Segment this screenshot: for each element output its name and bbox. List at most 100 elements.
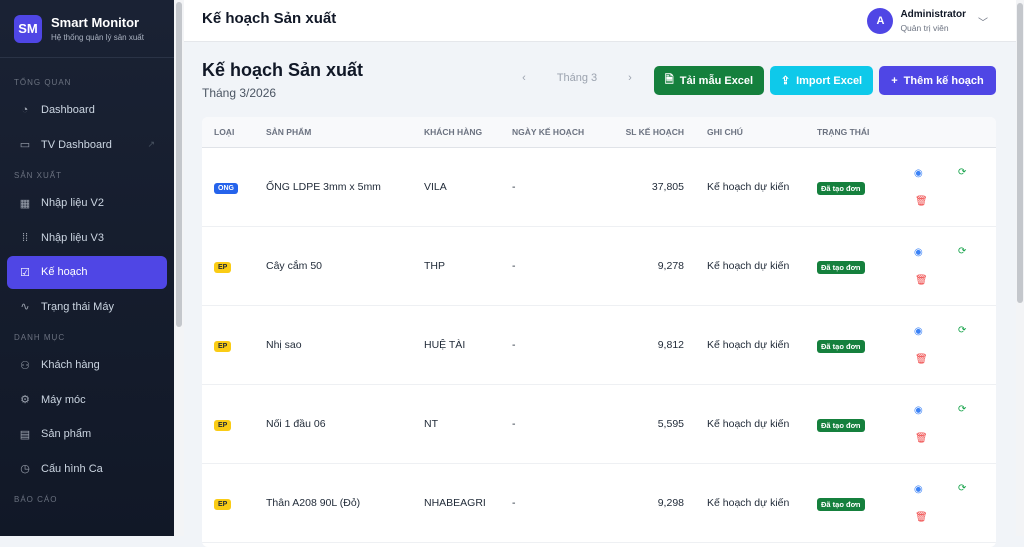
column-header: TRẠNG THÁI [817,127,870,137]
column-header: SẢN PHẨM [266,127,312,137]
monitor-icon: ▭ [19,139,31,151]
product-cell: Nối 1 đầu 06 [266,418,326,430]
status-badge: Đã tạo đơn [817,182,865,195]
month-label: Tháng 3 [556,72,598,84]
next-month-button[interactable]: › [628,72,632,84]
table-row: EP Thân A208 90L (Đỏ) NHABEAGRI - 9,298 … [202,464,996,543]
gear-icon: ⚙ [20,394,30,406]
refresh-icon[interactable]: ⟳ [958,404,967,415]
user-role: Quản trị viên [900,23,949,33]
sidebar-item-label: Sản phẩm [41,428,92,440]
column-header: SL KẾ HOẠCH [625,127,684,137]
customer-cell: VILA [424,181,447,193]
file-download-icon: 🗎 [664,74,674,86]
month-nav: ‹ Tháng 3 › [516,72,638,84]
sidebar-item-label: Dashboard [41,104,95,116]
note-cell: Kế hoạch dự kiến [707,339,790,351]
refresh-icon[interactable]: ⟳ [958,325,967,336]
sidebar-item[interactable]: ⚙ Máy móc [7,383,167,416]
eye-icon[interactable]: ◉ [914,326,923,337]
sidebar-item[interactable]: ∿ Trạng thái Máy [7,290,167,323]
activity-icon: ∿ [20,301,30,313]
customer-cell: HUỆ TÀI [424,339,466,351]
column-header: KHÁCH HÀNG [424,127,483,137]
external-link-icon: ↗ [147,139,155,149]
table-row: EP Nhị sao HUỆ TÀI - 9,812 Kế hoạch dự k… [202,306,996,385]
sidebar-item-label: Trạng thái Máy [41,300,114,313]
add-plan-button[interactable]: + Thêm kế hoạch [879,66,996,95]
column-header: LOẠI [214,127,235,137]
header-title: Kế hoạch Sản xuất [202,10,337,27]
trash-icon[interactable]: 🗑 [915,512,928,523]
sidebar-item[interactable]: ⁞⁞ Nhập liệu V3 [7,221,167,254]
status-badge: Đã tạo đơn [817,419,865,432]
refresh-icon[interactable]: ⟳ [958,167,967,178]
quantity-cell: 9,298 [657,497,684,509]
page-scrollbar[interactable] [1016,0,1024,536]
eye-icon[interactable]: ◉ [914,168,923,179]
note-cell: Kế hoạch dự kiến [707,418,790,430]
user-name: Administrator [900,9,966,20]
trash-icon[interactable]: 🗑 [915,196,928,207]
date-cell: - [512,339,516,351]
sidebar-item[interactable]: ⚇ Khách hàng [7,349,167,382]
note-cell: Kế hoạch dự kiến [707,260,790,272]
quantity-cell: 9,812 [657,339,684,351]
sidebar-item[interactable]: ▤ Sản phẩm [7,418,167,451]
sidebar-item-label: Khách hàng [41,359,100,371]
table-row: EP Cây cắm 50 THP - 9,278 Kế hoạch dự ki… [202,227,996,306]
eye-icon[interactable]: ◉ [914,247,923,258]
sidebar-item-label: Máy móc [41,393,86,406]
brand: SM Smart Monitor Hệ thống quản lý sản xuấ… [0,0,174,58]
upload-icon: ⇪ [780,75,791,87]
download-template-button[interactable]: 🗎 Tải mẫu Excel [654,66,764,95]
prev-month-button[interactable]: ‹ [522,72,526,84]
sidebar-item[interactable]: ▦ Nhập liệu V2 [7,187,167,220]
type-badge: EP [214,262,232,273]
avatar: A [867,8,894,34]
archive-icon: ▤ [19,428,31,441]
sidebar-item[interactable]: ▭ TV Dashboard ↗ [7,128,167,161]
user-menu[interactable]: A Administrator Quản trị viên ﹀ [867,8,988,34]
topbar: Kế hoạch Sản xuất A Administrator Quản tr… [184,0,1016,42]
sidebar-item[interactable]: ◔ Dashboard [7,94,167,127]
calendar-check-icon: ☑ [20,266,30,279]
type-badge: EP [214,420,232,431]
import-excel-button[interactable]: ⇪ Import Excel [770,66,873,95]
plus-icon: + [891,74,898,87]
trash-icon[interactable]: 🗑 [915,275,928,286]
status-badge: Đã tạo đơn [817,340,865,353]
logo: SM [14,14,42,43]
chevron-down-icon[interactable]: ﹀ [978,17,988,29]
sidebar-item[interactable]: ☑ Kế hoạch [7,255,167,289]
clock-icon: ◷ [20,463,30,475]
refresh-icon[interactable]: ⟳ [958,246,967,257]
trash-icon[interactable]: 🗑 [915,354,928,365]
app-tagline: Hệ thống quản lý sản xuất [51,33,144,42]
table-header: LOẠI SẢN PHẨM KHÁCH HÀNG NGÀY KẾ HOẠCH SL KẾ… [202,117,996,148]
sidebar-item[interactable]: ◷ Cấu hình Ca [7,452,167,485]
sidebar-item-label: TV Dashboard [41,138,112,151]
sidebar-item-label: Cấu hình Ca [41,462,103,475]
table-row: ONG ỐNG LDPE 3mm x 5mm VILA - 37,805 Kế … [202,148,996,227]
grid-icon: ⁞⁞ [21,231,29,244]
eye-icon[interactable]: ◉ [914,484,923,495]
product-cell: ỐNG LDPE 3mm x 5mm [266,181,381,193]
customer-cell: THP [424,260,445,272]
type-badge: EP [214,341,232,352]
sidebar-item-label: Kế hoạch [41,266,88,278]
trash-icon[interactable]: 🗑 [915,433,928,444]
date-cell: - [512,497,516,509]
quantity-cell: 5,595 [657,418,684,430]
sidebar-scrollbar[interactable] [174,0,184,536]
date-cell: - [512,260,516,272]
eye-icon[interactable]: ◉ [914,405,923,416]
type-badge: ONG [214,183,238,194]
plan-table: LOẠI SẢN PHẨM KHÁCH HÀNG NGÀY KẾ HOẠCH SL KẾ… [202,117,996,547]
table-row: EP Nối 1 đầu 06 NT - 5,595 Kế hoạch dự k… [202,385,996,464]
sidebar-section-title: SẢN XUẤT [14,171,63,180]
sidebar-section-title: BÁO CÁO [14,495,58,504]
users-icon: ⚇ [20,359,30,372]
customer-cell: NHABEAGRI [424,497,486,509]
refresh-icon[interactable]: ⟳ [958,483,967,494]
